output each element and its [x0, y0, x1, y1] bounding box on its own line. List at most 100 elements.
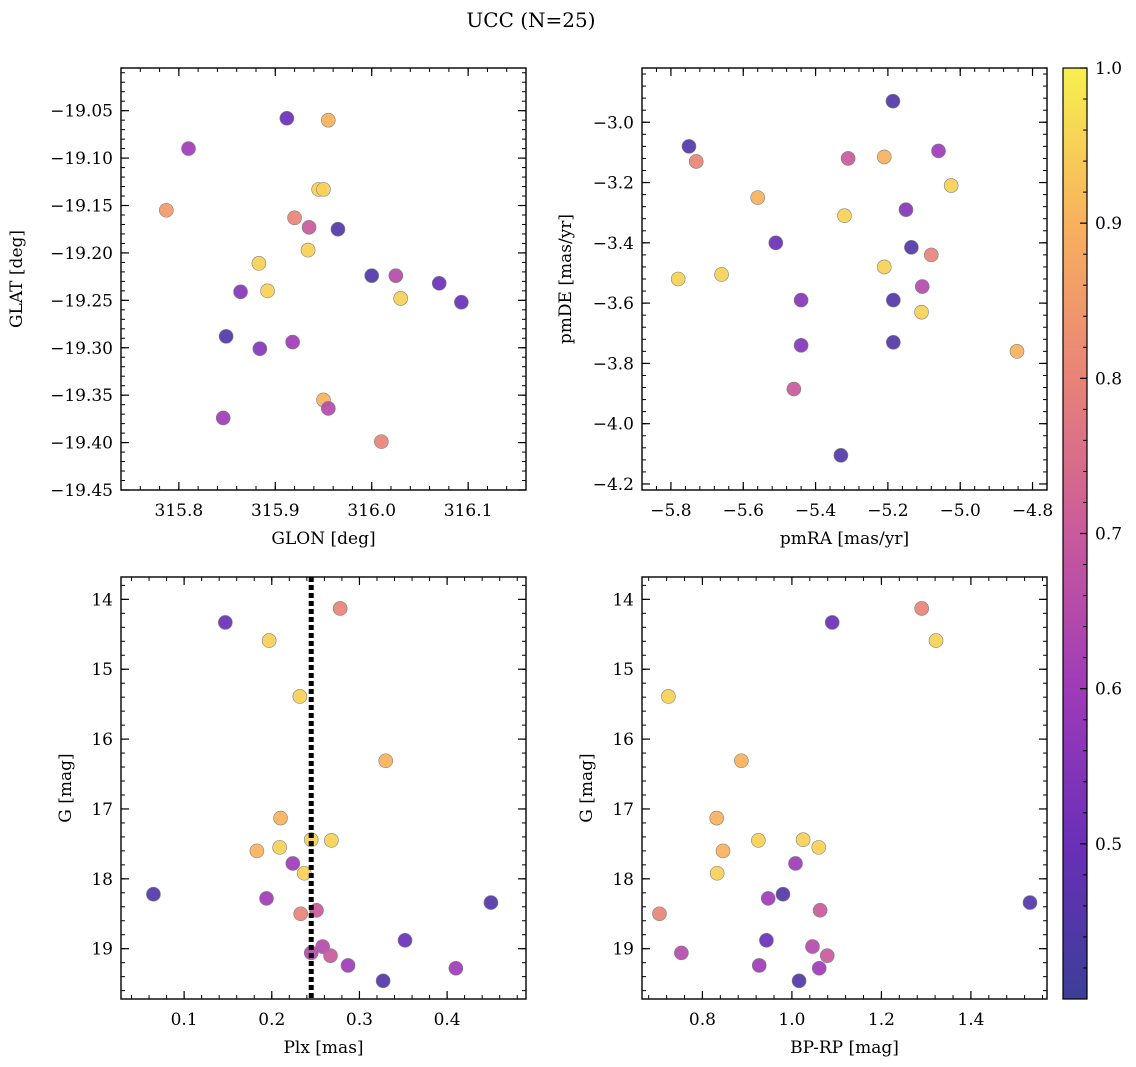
pmra-pmde-point [931, 143, 946, 159]
bprp-g-point [1022, 895, 1038, 910]
colorbar-tick-label: 0.5 [1095, 835, 1122, 855]
plx-g-point [259, 891, 274, 906]
pmra-pmde-ytick-label: −3.6 [593, 294, 634, 314]
bprp-g-ylabel: G [mag] [577, 753, 597, 822]
panel-glon-glat: 315.8 315.9 316.0 316.1 −19.45 −19.40 −19.35 −1… [7, 67, 527, 549]
glon-glat-point [364, 268, 380, 283]
bprp-g-xlabel: BP-RP [mag] [790, 1038, 899, 1058]
glon-glat-point [316, 182, 331, 197]
glon-glat-point [301, 220, 317, 235]
pmra-pmde-point [793, 338, 809, 353]
pmra-pmde-point [923, 247, 939, 263]
plx-g-xtick-label: 0.1 [171, 1010, 198, 1030]
glon-glat-point [181, 141, 196, 156]
glon-glat-ytick-label: −19.05 [50, 102, 113, 122]
glon-glat-point [159, 202, 174, 218]
glon-glat-xtick-label: 316.0 [347, 501, 396, 521]
bprp-g-point [709, 810, 725, 826]
bprp-g-point [661, 689, 676, 704]
pmra-pmde-point [914, 304, 929, 320]
glon-glat-ylabel: GLAT [deg] [7, 230, 27, 328]
pmra-pmde-ytick-label: −4.0 [593, 415, 634, 435]
pmra-pmde-frame [641, 67, 1048, 491]
pmra-pmde-point [898, 202, 914, 217]
bprp-g-xtick-label: 1.2 [868, 1010, 895, 1030]
glon-glat-point [454, 294, 469, 310]
colorbar: 0.5 0.6 0.7 0.8 0.9 1.0 [1062, 59, 1122, 1000]
bprp-g-point [715, 843, 731, 859]
pmra-pmde-ytick-label: −4.2 [593, 475, 634, 495]
plx-g-xtick-label: 0.3 [346, 1010, 373, 1030]
glon-glat-point [279, 110, 295, 126]
colorbar-tick-label: 0.8 [1095, 369, 1122, 389]
glon-glat-point [260, 283, 275, 299]
bprp-g-point [775, 886, 791, 902]
plx-g-point [378, 753, 394, 769]
bprp-g-point [674, 945, 689, 961]
plx-g-ytick-label: 15 [91, 660, 113, 680]
glon-glat-xtick-label: 316.1 [444, 501, 493, 521]
glon-glat-xtick-label: 315.8 [155, 501, 204, 521]
glon-glat-point [218, 329, 234, 344]
pmra-pmde-point [750, 190, 766, 205]
plx-g-point [448, 960, 464, 976]
pmra-pmde-point [714, 267, 729, 282]
glon-glat-ytick-label: −19.35 [50, 386, 113, 406]
plx-g-frame [120, 576, 527, 1000]
plx-g-points [146, 601, 499, 989]
plx-g-point [285, 856, 301, 871]
bprp-g-point [751, 833, 766, 848]
glon-glat-ytick-label: −19.20 [50, 244, 113, 264]
colorbar-tick-label: 0.6 [1095, 680, 1122, 700]
bprp-g-point [914, 601, 929, 616]
pmra-pmde-xtick-label: −4.8 [1012, 501, 1053, 521]
plx-g-ytick-label: 18 [91, 870, 113, 890]
plx-g-point [332, 601, 348, 616]
glon-glat-ytick-label: −19.40 [50, 434, 113, 454]
glon-glat-frame [120, 67, 527, 491]
bprp-g-point [795, 832, 811, 848]
bprp-g-xtick-label: 0.8 [689, 1010, 716, 1030]
plx-g-point [323, 948, 338, 963]
pmra-pmde-point [876, 149, 892, 165]
plx-g-point [249, 843, 265, 859]
pmra-pmde-point [681, 139, 697, 154]
bprp-g-ytick-label: 14 [612, 590, 634, 610]
bprp-g-frame [641, 576, 1048, 1000]
plx-g-ytick-label: 14 [91, 590, 113, 610]
plx-g-point [272, 840, 287, 855]
glon-glat-ytick-label: −19.10 [50, 149, 113, 169]
bprp-g-point [734, 753, 749, 769]
glon-glat-point [388, 268, 404, 283]
bprp-g-point [812, 902, 828, 918]
pmra-pmde-point [914, 279, 930, 294]
glon-glat-point [252, 341, 268, 357]
pmra-pmde-ytick-label: −3.0 [593, 113, 634, 133]
pmra-pmde-point [886, 292, 901, 308]
panel-bprp-g: 0.8 1.0 1.2 1.4 14 15 16 17 18 19 BP-RP [mag] G [ma… [577, 576, 1048, 1058]
glon-glat-ytick-label: −19.15 [50, 197, 113, 217]
plx-g-point [273, 810, 288, 826]
pmra-pmde-point [943, 178, 959, 193]
glon-glat-point [321, 112, 336, 128]
pmra-pmde-point [833, 448, 849, 463]
pmra-pmde-xtick-label: −5.2 [867, 501, 908, 521]
bprp-g-point [788, 856, 803, 871]
bprp-g-point [759, 933, 774, 948]
bprp-g-point [652, 906, 667, 922]
pmra-pmde-xtick-label: −5.8 [650, 501, 691, 521]
plx-g-ytick-label: 16 [91, 730, 113, 750]
plx-g-xlabel: Plx [mas] [283, 1038, 363, 1058]
glon-glat-ytick-label: −19.45 [50, 481, 113, 501]
pmra-pmde-point [793, 292, 809, 308]
pmra-pmde-point [837, 208, 852, 223]
pmra-pmde-point [840, 151, 856, 166]
bprp-g-ytick-label: 18 [612, 870, 634, 890]
bprp-g-point [824, 615, 840, 630]
pmra-pmde-point [885, 93, 901, 109]
figure-title: UCC (N=25) [466, 8, 595, 32]
plx-g-ytick-label: 17 [91, 800, 113, 820]
pmra-pmde-ytick-label: −3.2 [593, 174, 634, 194]
bprp-g-point [805, 939, 820, 954]
